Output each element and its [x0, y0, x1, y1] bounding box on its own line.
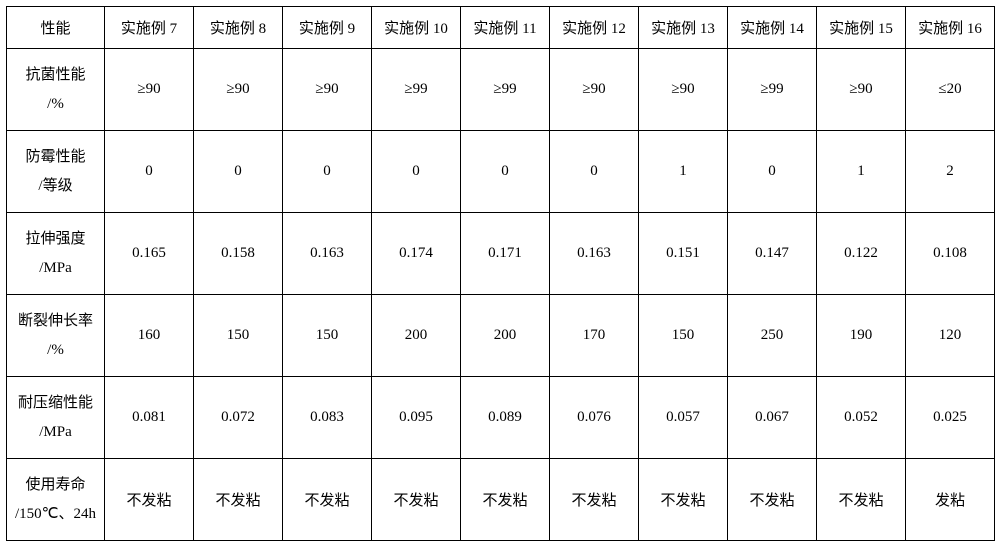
- table-cell: 不发粘: [194, 459, 283, 541]
- table-row: 防霉性能/等级0000001012: [7, 131, 995, 213]
- table-row: 断裂伸长率/%160150150200200170150250190120: [7, 295, 995, 377]
- table-cell: 150: [639, 295, 728, 377]
- row-header: 抗菌性能/%: [7, 49, 105, 131]
- table-cell: 不发粘: [728, 459, 817, 541]
- table-cell: 0.067: [728, 377, 817, 459]
- table-cell: 1: [639, 131, 728, 213]
- table-cell: 0.072: [194, 377, 283, 459]
- table-cell: 150: [194, 295, 283, 377]
- column-header: 实施例 16: [906, 7, 995, 49]
- table-cell: 不发粘: [817, 459, 906, 541]
- table-cell: 0: [283, 131, 372, 213]
- table-cell: 0.163: [550, 213, 639, 295]
- column-header: 实施例 13: [639, 7, 728, 49]
- table-cell: 0: [461, 131, 550, 213]
- table-cell: 0.076: [550, 377, 639, 459]
- table-row: 抗菌性能/%≥90≥90≥90≥99≥99≥90≥90≥99≥90≤20: [7, 49, 995, 131]
- column-header: 实施例 12: [550, 7, 639, 49]
- table-cell: 150: [283, 295, 372, 377]
- table-cell: 不发粘: [639, 459, 728, 541]
- table-cell: 0.174: [372, 213, 461, 295]
- table-cell: 不发粘: [461, 459, 550, 541]
- table-cell: 160: [105, 295, 194, 377]
- table-cell: 不发粘: [550, 459, 639, 541]
- table-cell: 不发粘: [283, 459, 372, 541]
- table-cell: 200: [372, 295, 461, 377]
- table-cell: 250: [728, 295, 817, 377]
- table-cell: 0.057: [639, 377, 728, 459]
- table-cell: 0.158: [194, 213, 283, 295]
- table-cell: 0.122: [817, 213, 906, 295]
- table-cell: 0: [728, 131, 817, 213]
- table-cell: 0.165: [105, 213, 194, 295]
- table-cell: 170: [550, 295, 639, 377]
- table-cell: 190: [817, 295, 906, 377]
- table-cell: ≥90: [550, 49, 639, 131]
- column-header: 实施例 10: [372, 7, 461, 49]
- table-cell: 1: [817, 131, 906, 213]
- column-header: 实施例 11: [461, 7, 550, 49]
- table-cell: 0: [105, 131, 194, 213]
- table-header-row: 性能 实施例 7 实施例 8 实施例 9 实施例 10 实施例 11 实施例 1…: [7, 7, 995, 49]
- row-header: 使用寿命/150℃、24h: [7, 459, 105, 541]
- table-cell: 0.089: [461, 377, 550, 459]
- performance-table: 性能 实施例 7 实施例 8 实施例 9 实施例 10 实施例 11 实施例 1…: [6, 6, 995, 541]
- table-cell: ≥90: [817, 49, 906, 131]
- column-header: 实施例 7: [105, 7, 194, 49]
- table-cell: 0.147: [728, 213, 817, 295]
- table-cell: 0: [194, 131, 283, 213]
- table-cell: 2: [906, 131, 995, 213]
- table-cell: 0.052: [817, 377, 906, 459]
- table-cell: 120: [906, 295, 995, 377]
- table-cell: ≥90: [283, 49, 372, 131]
- row-header: 拉伸强度/MPa: [7, 213, 105, 295]
- table-cell: 0.151: [639, 213, 728, 295]
- table-cell: ≥90: [105, 49, 194, 131]
- column-header: 实施例 8: [194, 7, 283, 49]
- table-cell: ≥90: [194, 49, 283, 131]
- row-header: 耐压缩性能/MPa: [7, 377, 105, 459]
- table-cell: ≥99: [461, 49, 550, 131]
- table-cell: 200: [461, 295, 550, 377]
- table-row: 耐压缩性能/MPa0.0810.0720.0830.0950.0890.0760…: [7, 377, 995, 459]
- table-cell: 0.081: [105, 377, 194, 459]
- table-row: 使用寿命/150℃、24h不发粘不发粘不发粘不发粘不发粘不发粘不发粘不发粘不发粘…: [7, 459, 995, 541]
- table-cell: ≥99: [372, 49, 461, 131]
- table-body: 抗菌性能/%≥90≥90≥90≥99≥99≥90≥90≥99≥90≤20防霉性能…: [7, 49, 995, 541]
- table-cell: 0.163: [283, 213, 372, 295]
- row-header: 断裂伸长率/%: [7, 295, 105, 377]
- table-cell: 0.095: [372, 377, 461, 459]
- table-row: 拉伸强度/MPa0.1650.1580.1630.1740.1710.1630.…: [7, 213, 995, 295]
- table-cell: 0.171: [461, 213, 550, 295]
- column-header: 实施例 9: [283, 7, 372, 49]
- row-header: 防霉性能/等级: [7, 131, 105, 213]
- table-cell: 不发粘: [372, 459, 461, 541]
- table-cell: 发粘: [906, 459, 995, 541]
- table-cell: ≥99: [728, 49, 817, 131]
- table-cell: ≤20: [906, 49, 995, 131]
- table-cell: 0: [550, 131, 639, 213]
- table-cell: 0.025: [906, 377, 995, 459]
- table-cell: 不发粘: [105, 459, 194, 541]
- column-header: 实施例 14: [728, 7, 817, 49]
- table-cell: 0.083: [283, 377, 372, 459]
- column-header: 性能: [7, 7, 105, 49]
- table-cell: 0.108: [906, 213, 995, 295]
- column-header: 实施例 15: [817, 7, 906, 49]
- table-cell: ≥90: [639, 49, 728, 131]
- table-cell: 0: [372, 131, 461, 213]
